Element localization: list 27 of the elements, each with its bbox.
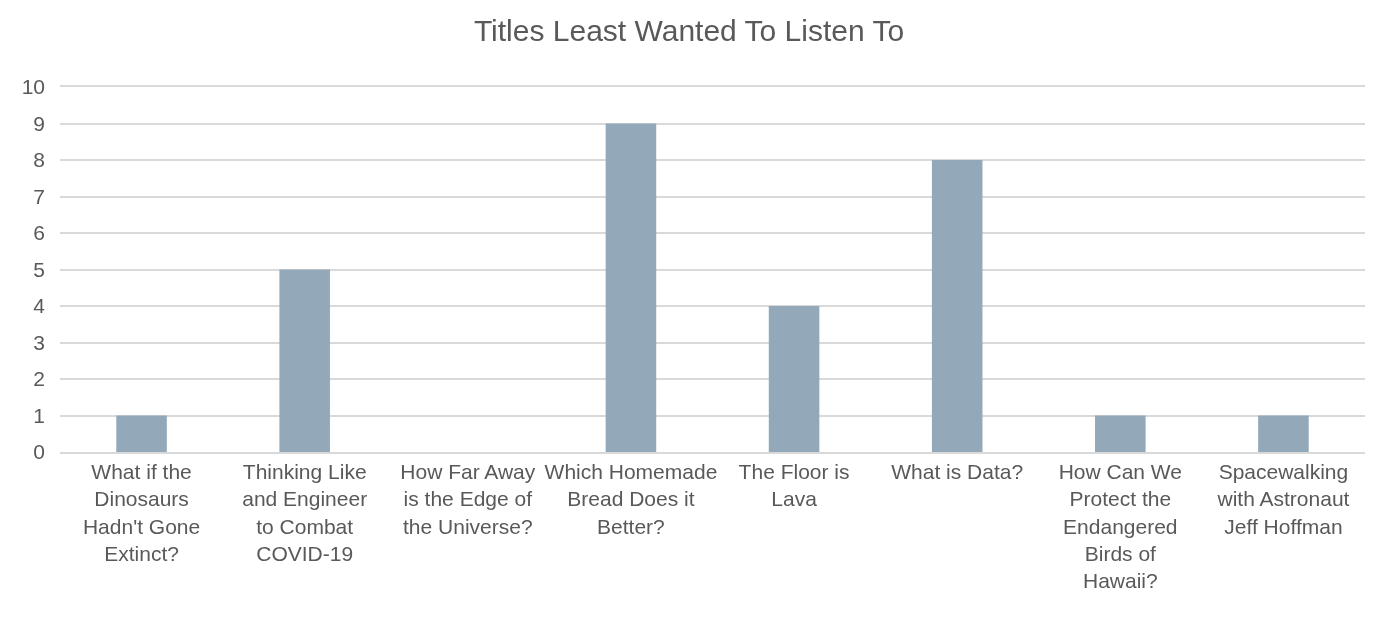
- x-tick-label: What if the Dinosaurs Hadn't Gone Extinct?: [82, 459, 201, 565]
- x-tick-label: How Far Away is the Edge of the Universe?: [400, 459, 536, 538]
- y-tick-label: 8: [33, 148, 45, 172]
- y-tick-label: 1: [33, 403, 45, 427]
- y-tick-label: 3: [33, 330, 45, 354]
- bar: [605, 123, 657, 452]
- x-tick-label: Thinking Like and Engineer to Combat COVID-19: [242, 459, 368, 565]
- x-tick-label: Spacewalking with Astronaut Jeff Hoffman: [1216, 459, 1350, 538]
- bar: [279, 269, 330, 452]
- bar: [768, 306, 820, 452]
- y-tick-label: 5: [33, 257, 45, 281]
- y-tick-label: 10: [21, 75, 45, 99]
- bar: [1258, 415, 1309, 452]
- y-tick-label: 0: [33, 440, 45, 464]
- bar: [1095, 415, 1146, 452]
- chart-title: Titles Least Wanted To Listen To: [473, 13, 905, 47]
- x-tick-label: The Floor is Lava: [738, 459, 850, 511]
- y-tick-label: 6: [33, 221, 45, 245]
- x-tick-label: Which Homemade Bread Does it Better?: [544, 459, 718, 538]
- y-tick-label: 2: [33, 367, 45, 391]
- bar: [116, 415, 167, 452]
- y-tick-label: 7: [33, 184, 45, 208]
- x-tick-label: What is Data?: [891, 459, 1024, 483]
- bar: [931, 160, 983, 452]
- y-tick-label: 9: [33, 111, 45, 135]
- x-tick-label: How Can We Protect the Endangered Birds of Hawaii?: [1058, 459, 1182, 593]
- y-tick-label: 4: [33, 294, 46, 318]
